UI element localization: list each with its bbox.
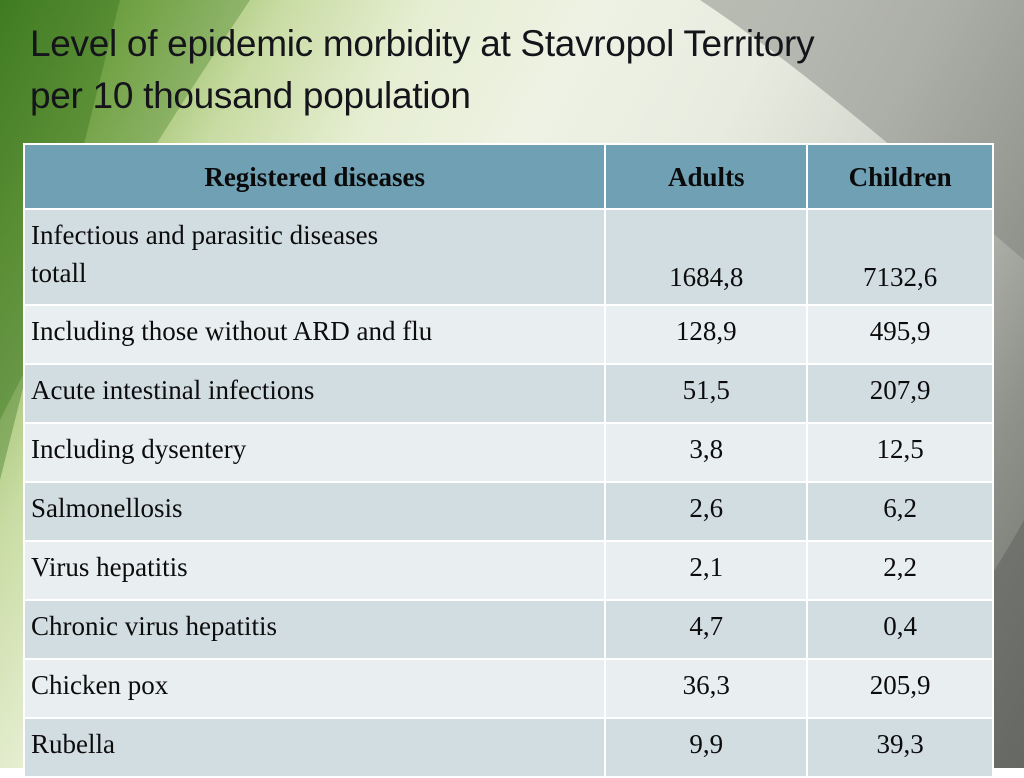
children-value-cell: 207,9 xyxy=(806,363,994,424)
table-row: Virus hepatitis 2,1 2,2 xyxy=(22,540,994,601)
adults-value-cell: 1684,8 xyxy=(604,208,809,306)
table-row: Salmonellosis 2,6 6,2 xyxy=(22,481,994,542)
adults-value-cell: 9,9 xyxy=(604,717,809,778)
disease-name-cell: Virus hepatitis xyxy=(22,540,607,601)
children-value-cell: 7132,6 xyxy=(806,208,994,306)
disease-name-cell: Including those without ARD and flu xyxy=(22,304,607,365)
slide-title: Level of epidemic morbidity at Stavropol… xyxy=(30,18,1000,122)
header-children: Children xyxy=(806,143,994,210)
table-row: Including those without ARD and flu 128,… xyxy=(22,304,994,365)
adults-value-cell: 2,6 xyxy=(604,481,809,542)
disease-name-line-1: Infectious and parasitic diseases xyxy=(31,220,379,250)
children-value-cell: 205,9 xyxy=(806,658,994,719)
table-row: Chicken pox 36,3 205,9 xyxy=(22,658,994,719)
table-row: Including dysentery 3,8 12,5 xyxy=(22,422,994,483)
adults-value-cell: 4,7 xyxy=(604,599,809,660)
disease-name-cell: Salmonellosis xyxy=(22,481,607,542)
disease-name-line-2: totall xyxy=(31,258,87,288)
table-header-row: Registered diseases Adults Children xyxy=(22,143,994,210)
children-value-cell: 0,4 xyxy=(806,599,994,660)
disease-name-cell: Chronic virus hepatitis xyxy=(22,599,607,660)
morbidity-table: Registered diseases Adults Children Infe… xyxy=(22,143,994,778)
table-row: Acute intestinal infections 51,5 207,9 xyxy=(22,363,994,424)
children-value-cell: 495,9 xyxy=(806,304,994,365)
children-value-cell: 2,2 xyxy=(806,540,994,601)
children-value-cell: 12,5 xyxy=(806,422,994,483)
disease-name-cell: Infectious and parasitic diseases totall xyxy=(22,208,607,306)
children-value-cell: 39,3 xyxy=(806,717,994,778)
adults-value-cell: 128,9 xyxy=(604,304,809,365)
table-row: Chronic virus hepatitis 4,7 0,4 xyxy=(22,599,994,660)
table-row: Infectious and parasitic diseases totall… xyxy=(22,208,994,306)
adults-value-cell: 3,8 xyxy=(604,422,809,483)
disease-name-cell: Rubella xyxy=(22,717,607,778)
disease-name-cell: Including dysentery xyxy=(22,422,607,483)
slide-title-line-1: Level of epidemic morbidity at Stavropol… xyxy=(30,23,815,64)
table-row: Rubella 9,9 39,3 xyxy=(22,717,994,778)
slide-title-line-2: per 10 thousand population xyxy=(30,75,471,116)
header-adults: Adults xyxy=(604,143,809,210)
adults-value-cell: 36,3 xyxy=(604,658,809,719)
disease-name-cell: Chicken pox xyxy=(22,658,607,719)
morbidity-table-container: Registered diseases Adults Children Infe… xyxy=(22,143,994,778)
adults-value-cell: 2,1 xyxy=(604,540,809,601)
header-registered-diseases: Registered diseases xyxy=(22,143,607,210)
children-value-cell: 6,2 xyxy=(806,481,994,542)
disease-name-cell: Acute intestinal infections xyxy=(22,363,607,424)
adults-value-cell: 51,5 xyxy=(604,363,809,424)
